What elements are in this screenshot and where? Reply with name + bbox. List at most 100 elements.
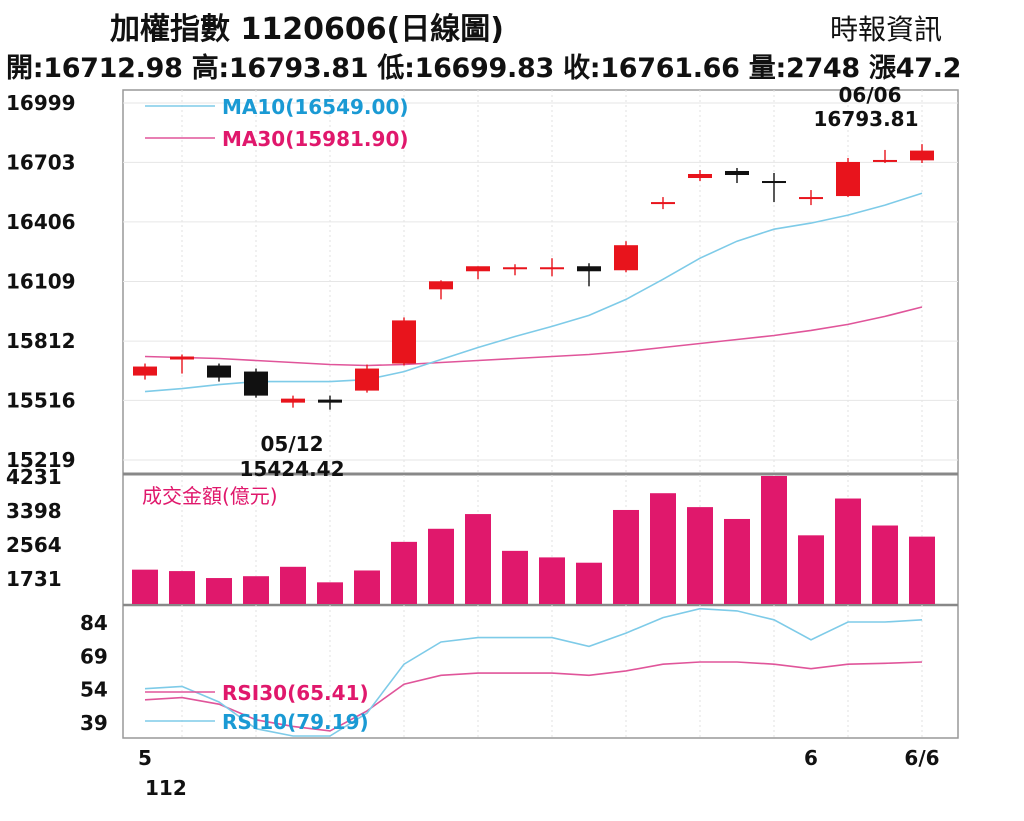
candle-body <box>503 267 527 270</box>
candle <box>577 263 601 287</box>
volume-bar <box>317 582 343 604</box>
candle-body <box>836 161 860 197</box>
candle <box>355 364 379 393</box>
candle-body <box>355 368 379 391</box>
candle-body <box>207 365 231 378</box>
x-axis-year: 112 <box>145 776 187 800</box>
candle-body <box>281 398 305 403</box>
volume-bar <box>761 476 787 604</box>
candle <box>836 157 860 198</box>
candle <box>873 149 897 163</box>
close-value: 16761.66 <box>600 53 740 84</box>
volume-bar <box>280 566 306 604</box>
low-value-annotation: 15424.42 <box>239 457 344 481</box>
rsi-panel: 84 69 54 39 RSI30(65.41) RSI10(79.19) <box>80 607 923 737</box>
candle-body <box>651 202 675 205</box>
volume-bar <box>243 576 269 604</box>
volume-bar <box>465 514 491 604</box>
candle-body <box>873 159 897 162</box>
volume-tick-label: 2564 <box>6 533 62 557</box>
price-axis-ticks: 16999 16703 16406 16109 15812 15516 15219 <box>6 91 76 472</box>
price-tick-label: 16109 <box>6 270 76 294</box>
volume-bar <box>613 509 639 604</box>
rsi-tick-label: 39 <box>80 711 108 735</box>
gridlines <box>123 90 958 738</box>
chart-frame <box>122 89 959 739</box>
candle-body <box>318 399 342 403</box>
change-value: 47.2 <box>895 53 962 84</box>
rsi10-legend: RSI10(79.19) <box>222 710 369 734</box>
volume-axis-ticks: 4231 3398 2564 1731 <box>6 465 62 591</box>
price-legend: MA10(16549.00) MA30(15981.90) <box>145 95 409 151</box>
ma30-line <box>144 306 923 367</box>
candle <box>799 190 823 206</box>
price-tick-label: 15219 <box>6 448 76 472</box>
candle-body <box>725 170 749 176</box>
candle-body <box>614 245 638 271</box>
open-value: 16712.98 <box>43 53 183 84</box>
candle <box>429 280 453 300</box>
volume-bars <box>132 476 935 604</box>
candle <box>762 172 786 203</box>
volume-bar <box>650 493 676 604</box>
volume-bar <box>798 535 824 604</box>
candle-body <box>799 197 823 200</box>
chart-title: 加權指數 1120606(日線圖) <box>110 12 504 47</box>
x-axis-label: 5 <box>138 746 152 770</box>
high-value: 16793.81 <box>228 53 369 84</box>
candle-body <box>244 371 268 396</box>
candle-body <box>466 266 490 272</box>
volume-bar <box>687 507 713 604</box>
volume-bar <box>539 557 565 604</box>
ma30-legend: MA30(15981.90) <box>222 127 409 151</box>
volume-tick-label: 4231 <box>6 465 62 489</box>
candle <box>244 368 268 398</box>
ohlc-summary: 開:16712.98 高:16793.81 低:16699.83 收:16761… <box>6 46 1024 85</box>
volume-bar <box>502 550 528 604</box>
volume-bar <box>354 570 380 604</box>
candle-body <box>688 173 712 179</box>
volume-panel: 4231 3398 2564 1731 成交金額(億元) <box>6 465 935 604</box>
candle <box>725 167 749 184</box>
open-label: 開: <box>6 53 44 84</box>
x-axis-label: 6 <box>804 746 818 770</box>
moving-average-lines <box>144 192 923 393</box>
volume-bar <box>724 518 750 604</box>
source-label: 時報資訊 <box>830 13 943 46</box>
x-axis: 112 5 6 6/6 <box>138 746 940 800</box>
volume-bar <box>132 569 158 604</box>
rsi-tick-label: 54 <box>80 678 108 702</box>
price-panel: 16999 16703 16406 16109 15812 15516 15219 MA10… <box>6 83 934 481</box>
volume-bar <box>576 562 602 604</box>
high-date-annotation: 06/06 <box>839 83 902 107</box>
rsi-tick-label: 84 <box>80 611 108 635</box>
candle <box>318 395 342 410</box>
price-tick-label: 16406 <box>6 210 76 234</box>
x-axis-label: 6/6 <box>904 746 939 770</box>
volume-bar <box>835 498 861 604</box>
candles <box>133 144 934 410</box>
candle <box>503 264 527 276</box>
candle <box>170 354 194 374</box>
candle <box>688 169 712 182</box>
change-label: 漲 <box>869 53 896 84</box>
volume-bar <box>428 528 454 604</box>
close-label: 收: <box>563 53 601 84</box>
high-label: 高: <box>191 53 230 84</box>
volume-label: 量: <box>748 53 787 84</box>
candle <box>614 241 638 273</box>
volume-bar <box>206 578 232 604</box>
price-tick-label: 15812 <box>6 329 76 353</box>
price-tick-label: 15516 <box>6 388 76 412</box>
candle-body <box>762 181 786 184</box>
rsi-axis-ticks: 84 69 54 39 <box>80 611 108 735</box>
candle-body <box>540 267 564 270</box>
candle <box>540 258 564 277</box>
ma10-legend: MA10(16549.00) <box>222 95 409 119</box>
volume-bar <box>391 541 417 604</box>
price-tick-label: 16999 <box>6 91 76 115</box>
candle-body <box>170 356 194 360</box>
volume-tick-label: 1731 <box>6 567 62 591</box>
candle <box>910 144 934 164</box>
